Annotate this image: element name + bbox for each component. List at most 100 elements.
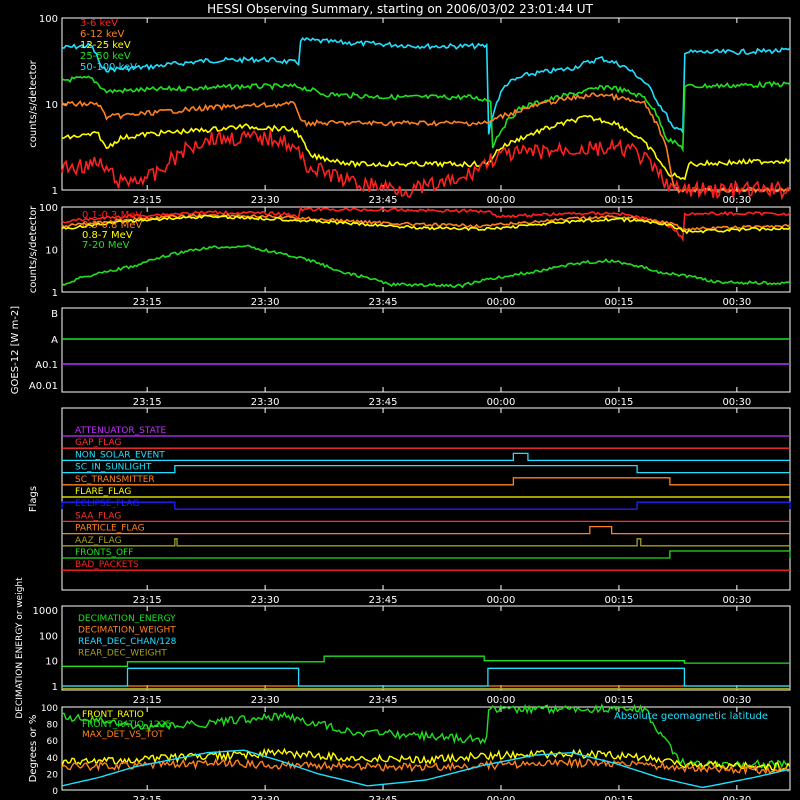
- time-tick-label: 23:45: [369, 795, 398, 800]
- series-line: [62, 655, 790, 667]
- flag-non-solar-event: NON_SOLAR_EVENT: [62, 450, 790, 462]
- series-0-1-0-3-mev: [61, 206, 791, 243]
- time-tick-label: 00:15: [605, 695, 634, 706]
- time-tick-label: 00:30: [722, 297, 751, 308]
- time-tick-label: 23:30: [251, 595, 280, 606]
- y-tick-label: 1: [52, 288, 58, 299]
- flag-saa-flag: SAA_FLAG: [62, 511, 790, 523]
- series-line: [61, 75, 791, 153]
- y-tick-label: 100: [39, 14, 58, 25]
- series-line: [61, 756, 791, 776]
- time-tick-label: 00:15: [605, 795, 634, 800]
- flag-fronts-off: FRONTS_OFF: [62, 548, 791, 559]
- legend-entry: 6-12 keV: [80, 29, 124, 40]
- time-tick-label: 23:45: [369, 595, 398, 606]
- y-tick-label: 10: [45, 246, 58, 257]
- legend-entry: DECIMATION_ENERGY: [78, 614, 176, 624]
- time-tick-label: 00:15: [605, 195, 634, 206]
- time-tick-label: 00:30: [722, 195, 751, 206]
- time-tick-label: 23:45: [369, 397, 398, 408]
- flag-label: PARTICLE_FLAG: [75, 524, 145, 534]
- y-tick-label: 100: [41, 704, 58, 714]
- y-tick-label: B: [51, 309, 58, 320]
- time-tick-label: 00:00: [487, 795, 516, 800]
- series-decimation-energy: [62, 655, 790, 667]
- flag-line: [62, 525, 790, 535]
- panel-frame: [61, 706, 791, 791]
- legend-entry: FRONT_RATIO: [82, 710, 144, 720]
- panel-frame: [61, 307, 791, 393]
- flag-label: SC_IN_SUNLIGHT: [75, 463, 152, 473]
- legend-entry: REAR_DEC_WEIGHT: [78, 649, 167, 659]
- series-line: [61, 747, 791, 772]
- y-tick-label: 0: [52, 787, 58, 797]
- time-tick-label: 23:15: [133, 397, 162, 408]
- time-tick-label: 23:30: [251, 297, 280, 308]
- series-12-25-kev: [61, 114, 791, 181]
- flag-label: SAA_FLAG: [75, 511, 121, 521]
- y-axis-label: counts/s/detector: [28, 205, 39, 293]
- panel-2: 23:15 23:30 23:45 00:00 00:15 00:30 1 10 100coun…: [28, 203, 791, 308]
- time-tick-label: 23:15: [133, 297, 162, 308]
- flag-label: FRONTS_OFF: [75, 548, 133, 558]
- legend-entry: 3-6 keV: [80, 18, 118, 29]
- y-tick-label: 10: [45, 100, 58, 111]
- flag-line: [62, 464, 790, 474]
- time-tick-label: 23:15: [133, 795, 162, 800]
- series-rear-dec-chan-128: [62, 667, 790, 687]
- flag-label: AAZ_FLAG: [75, 536, 122, 546]
- time-tick-label: 23:30: [251, 195, 280, 206]
- time-tick-label: 00:30: [722, 695, 751, 706]
- series-line: [61, 214, 791, 235]
- legend-entry: 0.3-0.8 MeV: [82, 220, 142, 231]
- flag-flare-flag: FLARE_FLAG: [62, 487, 790, 498]
- flag-line: [62, 477, 790, 486]
- series-25-50-kev: [61, 75, 791, 153]
- legend-entry: DECIMATION_WEIGHT: [78, 626, 176, 636]
- flag-sc-in-sunlight: SC_IN_SUNLIGHT: [62, 463, 790, 474]
- legend-entry: 50-100 keV: [80, 62, 137, 73]
- y-tick-label: A0.1: [35, 360, 58, 371]
- time-tick-label: 00:00: [487, 595, 516, 606]
- y-axis-label: counts/s/detector: [28, 59, 39, 147]
- panel-frame: [61, 407, 791, 591]
- series-front-ratio-1225: [61, 703, 791, 770]
- time-tick-label: 23:15: [133, 195, 162, 206]
- legend-entry: 0.8-7 MeV: [82, 230, 133, 241]
- y-axis-label: GOES-12 [W m-2]: [10, 306, 21, 394]
- flag-gap-flag: GAP_FLAG: [62, 438, 790, 449]
- panel-frame: [61, 206, 791, 293]
- series-50-100-kev: [61, 36, 791, 135]
- time-tick-label: 00:15: [605, 397, 634, 408]
- y-tick-label: 60: [47, 737, 59, 747]
- series-line: [61, 703, 791, 770]
- flag-line: [62, 538, 790, 547]
- time-tick-label: 23:45: [369, 195, 398, 206]
- legend-entry: 0.1-0.3 MeV: [82, 210, 142, 221]
- series-0-8-7-mev: [61, 214, 791, 235]
- time-tick-label: 00:30: [722, 595, 751, 606]
- flag-bad-packets: BAD_PACKETS: [62, 560, 790, 571]
- time-tick-label: 00:30: [722, 795, 751, 800]
- series-6-12-kev: [61, 92, 791, 194]
- series-line: [61, 206, 791, 243]
- flag-attenuator-state: ATTENUATOR_STATE: [62, 426, 790, 437]
- panel-frame: [61, 17, 791, 191]
- panel-6: 23:15 23:30 23:45 00:00 00:15 00:30 0 20 40 60 80 1…: [28, 703, 791, 800]
- time-tick-label: 23:30: [251, 695, 280, 706]
- y-tick-label: A0.01: [29, 381, 58, 392]
- legend-entry: MAX_DET_VS_TOT: [82, 730, 164, 740]
- y-tick-label: 10: [45, 657, 58, 668]
- geomagnetic-latitude-label: Absolute geomagnetic latitude: [614, 711, 768, 722]
- y-tick-label: 40: [47, 754, 59, 764]
- legend-entry: 12-25 keV: [80, 40, 131, 51]
- y-tick-label: 1: [52, 682, 58, 693]
- series-line: [61, 92, 791, 194]
- panel-5: 23:15 23:30 23:45 00:00 00:15 00:301101001000…: [15, 577, 791, 719]
- series-line: [61, 129, 791, 201]
- series-line: [61, 213, 791, 231]
- flag-line: [61, 501, 791, 510]
- time-tick-label: 00:00: [487, 297, 516, 308]
- legend-entry: REAR_DEC_CHAN/128: [78, 637, 177, 647]
- flag-eclipse-flag: ECLIPSE_FLAG: [61, 499, 791, 510]
